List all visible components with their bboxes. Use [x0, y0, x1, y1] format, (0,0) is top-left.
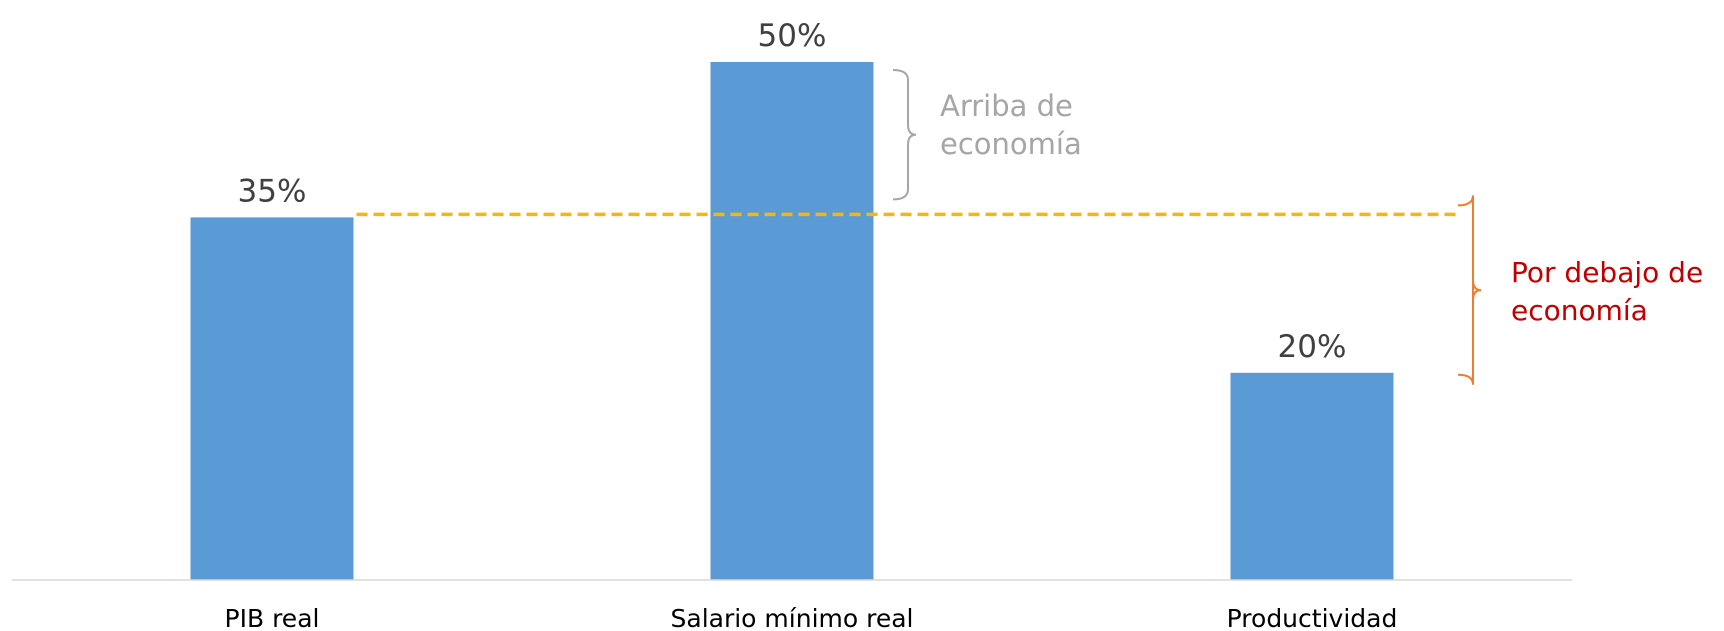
above-economy-label-line-1: Arriba de	[940, 89, 1073, 123]
bar-3	[1230, 372, 1394, 580]
bar-1	[190, 217, 354, 580]
bar-value-label-3: 20%	[1278, 329, 1347, 365]
below-economy-label-line-2: economía	[1511, 294, 1648, 327]
bar-value-label-1: 35%	[238, 173, 307, 209]
category-label-1: PIB real	[225, 604, 320, 631]
above-economy-label-line-2: economía	[940, 127, 1082, 161]
below-economy-bracket	[1457, 195, 1482, 385]
category-label-3: Productividad	[1227, 604, 1398, 631]
bar-2	[710, 62, 874, 580]
above-economy-bracket	[892, 69, 917, 201]
bar-value-label-2: 50%	[758, 18, 827, 54]
category-label-2: Salario mínimo real	[671, 604, 914, 631]
below-economy-label-line-1: Por debajo de	[1511, 256, 1703, 289]
